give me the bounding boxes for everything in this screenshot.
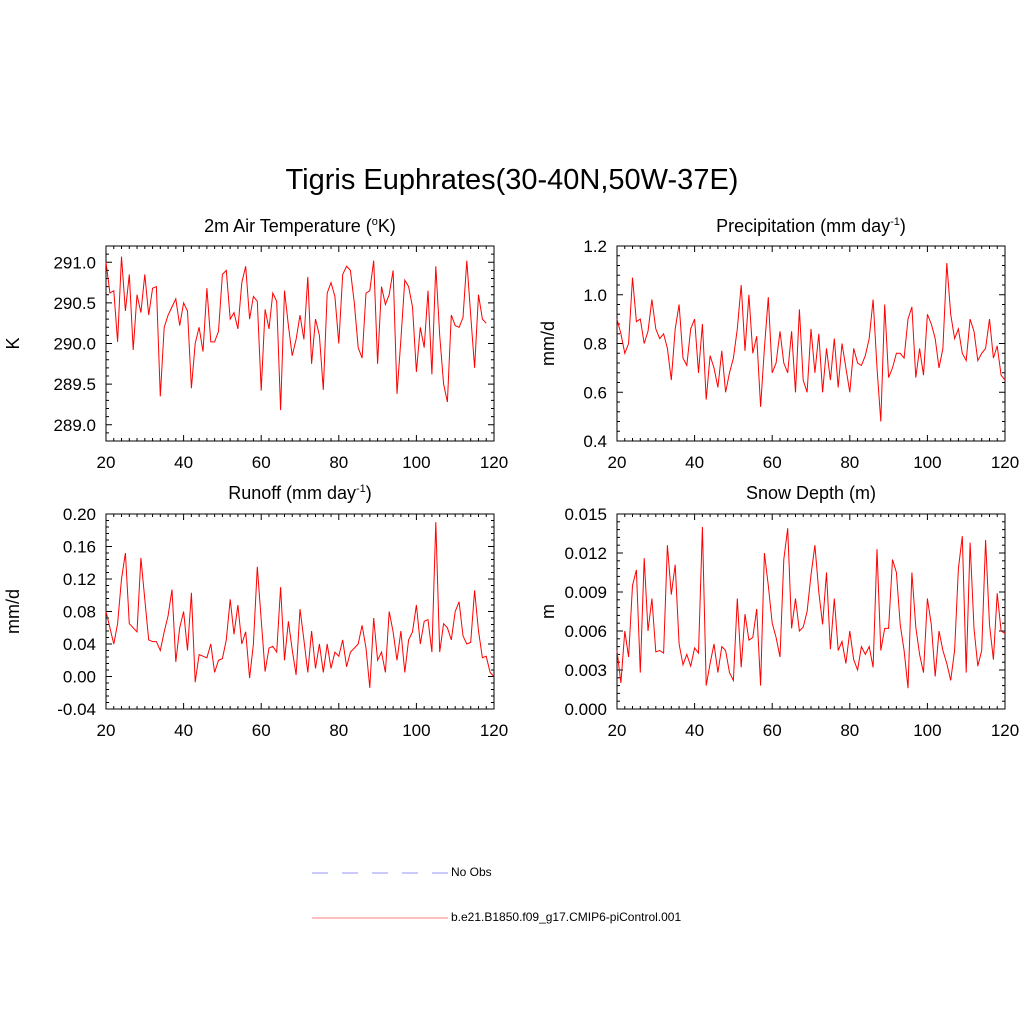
panel-title-rest: ) bbox=[899, 216, 906, 236]
y-tick-label: 0.4 bbox=[583, 432, 607, 451]
y-tick-label: 290.0 bbox=[53, 335, 96, 354]
x-tick-label: 100 bbox=[913, 453, 941, 472]
y-axis-label: mm/d bbox=[3, 589, 23, 634]
x-tick-label: 40 bbox=[174, 453, 193, 472]
panel-title-snow-depth: Snow Depth (m) bbox=[617, 483, 1005, 504]
y-tick-label: 1.2 bbox=[583, 237, 607, 256]
y-tick-label: 0.00 bbox=[63, 668, 96, 687]
y-tick-label: 0.009 bbox=[564, 583, 607, 602]
panel-title-main: Runoff (mm day bbox=[228, 483, 356, 503]
panel-title-temperature: 2m Air Temperature (oK) bbox=[106, 216, 494, 237]
y-tick-label: 0.6 bbox=[583, 383, 607, 402]
panel-precipitation: 20 40 60 80 100 120 0.4 0.6 0.8 1.0 1.2 mm/d bbox=[538, 237, 1019, 472]
y-tick-label: 0.015 bbox=[564, 505, 607, 524]
series-line-runoff bbox=[105, 522, 495, 688]
y-tick-label: 0.8 bbox=[583, 335, 607, 354]
y-tick-label: 291.0 bbox=[53, 253, 96, 272]
series-line-snow-depth bbox=[616, 526, 1006, 689]
x-tick-label: 40 bbox=[174, 721, 193, 740]
x-tick-label: 120 bbox=[991, 453, 1019, 472]
x-tick-label: 120 bbox=[991, 721, 1019, 740]
y-tick-label: 0.000 bbox=[564, 700, 607, 719]
y-tick-label: 290.5 bbox=[53, 294, 96, 313]
y-axis-label: mm/d bbox=[538, 321, 558, 366]
figure-title: Tigris Euphrates(30-40N,50W-37E) bbox=[285, 164, 739, 196]
x-tick-label: 100 bbox=[913, 721, 941, 740]
y-tick-label: 0.16 bbox=[63, 538, 96, 557]
y-tick-label: 0.04 bbox=[63, 635, 96, 654]
panel-title-superscript: -1 bbox=[890, 216, 900, 228]
x-tick-label: 120 bbox=[480, 721, 508, 740]
x-tick-label: 60 bbox=[252, 721, 271, 740]
x-tick-label: 80 bbox=[840, 453, 859, 472]
x-tick-label: 100 bbox=[402, 453, 430, 472]
y-tick-label: 289.0 bbox=[53, 416, 96, 435]
x-tick-label: 20 bbox=[608, 453, 627, 472]
x-tick-label: 20 bbox=[97, 453, 116, 472]
panel-title-superscript: -1 bbox=[355, 483, 366, 495]
x-tick-label: 120 bbox=[480, 453, 508, 472]
panel-title-main: Precipitation (mm day bbox=[716, 216, 891, 236]
y-axis-label: K bbox=[3, 337, 23, 349]
plot-frame bbox=[616, 513, 1006, 710]
x-tick-label: 60 bbox=[763, 721, 782, 740]
legend-label-model: b.e21.B1850.f09_g17.CMIP6-piControl.001 bbox=[451, 910, 682, 924]
y-tick-label: 0.006 bbox=[564, 622, 607, 641]
x-tick-label: 80 bbox=[840, 721, 859, 740]
y-tick-label: 0.08 bbox=[63, 603, 96, 622]
x-tick-label: 20 bbox=[97, 721, 116, 740]
x-tick-label: 20 bbox=[608, 721, 627, 740]
y-tick-label: 1.0 bbox=[583, 286, 607, 305]
y-tick-label: 289.5 bbox=[53, 375, 96, 394]
plot-frame bbox=[616, 245, 1006, 442]
x-tick-label: 60 bbox=[252, 453, 271, 472]
x-tick-label: 80 bbox=[329, 721, 348, 740]
panel-title-rest: ) bbox=[365, 483, 372, 503]
series-line-temperature bbox=[105, 256, 487, 411]
panel-title-precipitation: Precipitation (mm day-1) bbox=[617, 216, 1005, 237]
legend-label-no-obs: No Obs bbox=[451, 865, 492, 879]
y-tick-label: 0.012 bbox=[564, 544, 607, 563]
panel-title-main: 2m Air Temperature ( bbox=[204, 216, 372, 236]
x-tick-label: 80 bbox=[329, 453, 348, 472]
panel-runoff: 20 40 60 80 100 120 -0.04 0.00 0.04 0.08 0.12 0.16 0… bbox=[3, 505, 508, 740]
panel-title-runoff: Runoff (mm day-1) bbox=[106, 483, 494, 504]
panel-snow-depth: 20 40 60 80 100 120 0.000 0.003 0.006 0.009 0.012 0… bbox=[538, 505, 1019, 740]
panel-temperature: 20 40 60 80 100 120 289.0 289.5 290.0 290.5 291.0 K bbox=[3, 245, 508, 472]
x-tick-label: 40 bbox=[685, 721, 704, 740]
y-tick-label: -0.04 bbox=[57, 700, 96, 719]
y-tick-label: 0.20 bbox=[63, 505, 96, 524]
panel-title-rest: K) bbox=[377, 216, 396, 236]
x-tick-label: 100 bbox=[402, 721, 430, 740]
y-tick-label: 0.12 bbox=[63, 570, 96, 589]
panel-title-main: Snow Depth (m) bbox=[745, 483, 877, 503]
y-tick-label: 0.003 bbox=[564, 661, 607, 680]
x-tick-label: 40 bbox=[685, 453, 704, 472]
series-line-precipitation bbox=[616, 263, 1006, 422]
panel-title-superscript: o bbox=[371, 216, 378, 228]
y-axis-label: m bbox=[538, 604, 558, 619]
x-tick-label: 60 bbox=[763, 453, 782, 472]
